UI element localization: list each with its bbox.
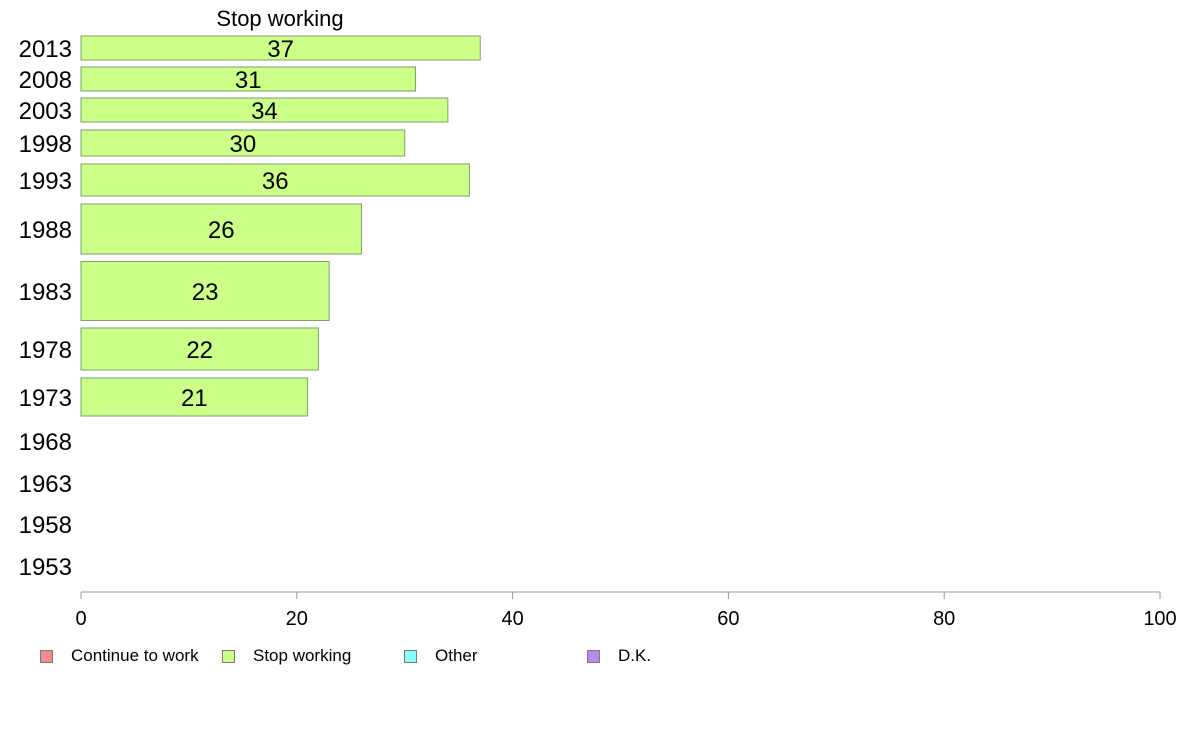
category-labels: 2013 2008 2003 1998 1993 1988 1983 1978 1973 1968… bbox=[19, 36, 72, 581]
legend-label: Continue to work bbox=[71, 646, 199, 665]
legend-label: Stop working bbox=[253, 646, 352, 665]
x-tick-label: 40 bbox=[501, 608, 523, 630]
x-tick-label: 100 bbox=[1143, 608, 1176, 630]
x-tick-label: 60 bbox=[717, 608, 739, 630]
bars bbox=[80, 35, 481, 417]
legend-swatch bbox=[404, 649, 417, 663]
legend: Continue to work Stop working Other D.K. bbox=[40, 646, 1140, 668]
category-label: 2003 bbox=[19, 98, 72, 125]
legend-label: D.K. bbox=[618, 646, 652, 665]
bar bbox=[80, 261, 330, 321]
chart-title: Stop working bbox=[216, 6, 343, 31]
bar bbox=[80, 203, 363, 255]
data-label: 31 bbox=[235, 67, 262, 94]
legend-item-stop-working: Stop working bbox=[222, 646, 351, 666]
bar bbox=[80, 35, 481, 61]
bar bbox=[80, 66, 416, 92]
bar-chart: Stop working 2013 2008 2003 1998 1993 1988 198… bbox=[19, 6, 1177, 630]
bar bbox=[80, 327, 319, 371]
category-label: 1988 bbox=[19, 217, 72, 244]
data-label: 36 bbox=[262, 168, 289, 195]
data-label: 34 bbox=[251, 98, 278, 125]
legend-item-other: Other bbox=[404, 646, 478, 666]
legend-item-dk: D.K. bbox=[587, 646, 651, 666]
data-label: 23 bbox=[192, 279, 219, 306]
category-label: 1958 bbox=[19, 512, 72, 539]
x-axis-ticks: 0 20 40 60 80 100 bbox=[75, 592, 1177, 630]
category-label: 1973 bbox=[19, 385, 72, 412]
x-tick-label: 80 bbox=[933, 608, 955, 630]
category-label: 1953 bbox=[19, 554, 72, 581]
category-label: 1993 bbox=[19, 168, 72, 195]
category-label: 1978 bbox=[19, 337, 72, 364]
bar bbox=[80, 97, 449, 123]
bar bbox=[80, 377, 309, 417]
data-label: 21 bbox=[181, 385, 208, 412]
data-label: 22 bbox=[186, 337, 213, 364]
category-label: 1968 bbox=[19, 429, 72, 456]
legend-item-continue-to-work: Continue to work bbox=[40, 646, 199, 666]
data-label: 37 bbox=[267, 36, 294, 63]
legend-swatch bbox=[587, 649, 600, 663]
bar bbox=[80, 129, 406, 157]
bar bbox=[80, 163, 470, 197]
category-label: 2008 bbox=[19, 67, 72, 94]
data-label: 26 bbox=[208, 217, 235, 244]
category-label: 1983 bbox=[19, 279, 72, 306]
legend-swatch bbox=[40, 649, 53, 663]
category-label: 1963 bbox=[19, 471, 72, 498]
x-tick-label: 20 bbox=[286, 608, 308, 630]
category-label: 1998 bbox=[19, 131, 72, 158]
data-label: 30 bbox=[229, 131, 256, 158]
legend-label: Other bbox=[435, 646, 478, 665]
category-label: 2013 bbox=[19, 36, 72, 63]
x-tick-label: 0 bbox=[75, 608, 86, 630]
legend-swatch bbox=[222, 649, 235, 663]
